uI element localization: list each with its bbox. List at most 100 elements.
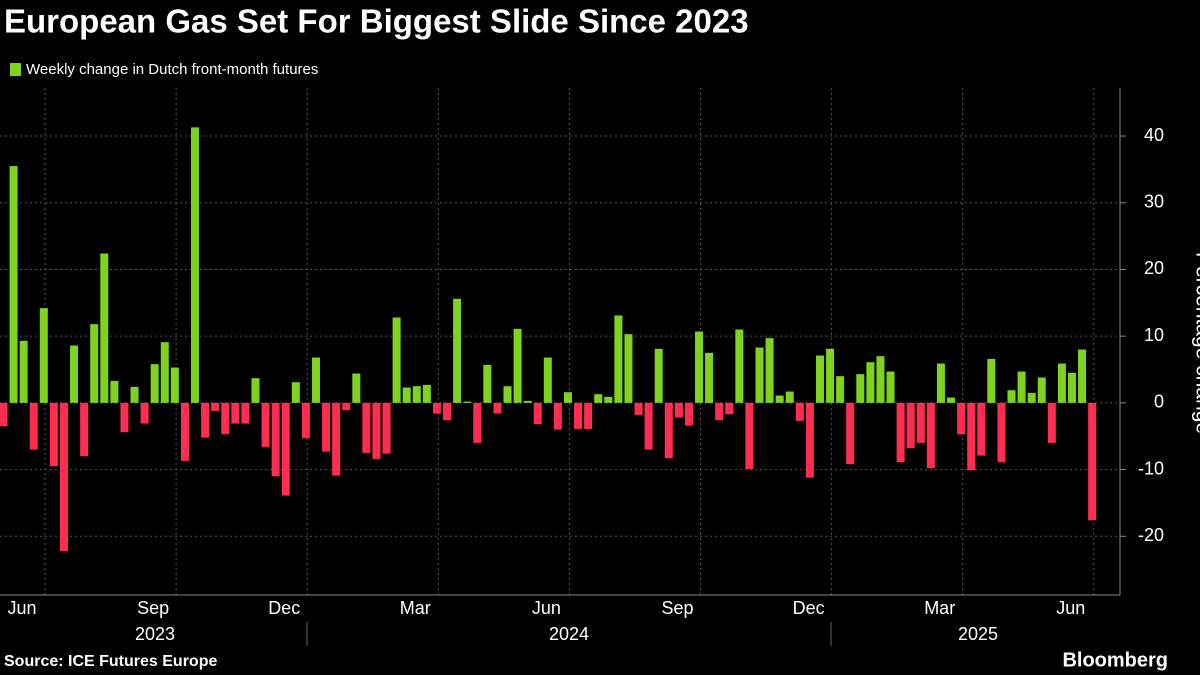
bar	[977, 402, 986, 456]
bar	[755, 347, 764, 403]
bar	[785, 391, 794, 403]
y-tick-label: -20	[1138, 525, 1164, 545]
bar	[39, 308, 48, 403]
legend-swatch	[10, 63, 21, 76]
bar	[644, 402, 653, 450]
bar	[372, 402, 381, 459]
bar	[1067, 372, 1076, 403]
x-tick-label: Sep	[661, 598, 693, 618]
bar	[846, 402, 855, 465]
bar	[170, 367, 179, 403]
bar	[1088, 402, 1097, 521]
bar	[735, 329, 744, 403]
bar	[432, 402, 441, 414]
bar	[29, 402, 38, 450]
bar	[180, 402, 189, 461]
bar	[987, 358, 996, 403]
bar	[826, 348, 835, 403]
bar	[896, 402, 905, 463]
bar	[493, 402, 502, 414]
bar	[906, 402, 915, 449]
bar	[624, 334, 633, 403]
bar	[261, 402, 270, 447]
bar	[443, 402, 452, 421]
bar	[49, 402, 58, 467]
bar	[251, 378, 260, 403]
bar	[59, 402, 68, 551]
bar	[483, 364, 492, 403]
bar	[90, 324, 99, 403]
bar	[453, 298, 462, 403]
bar	[815, 355, 824, 403]
bar	[231, 402, 240, 424]
bar	[362, 402, 371, 453]
x-tick-label: Sep	[137, 598, 169, 618]
bar	[664, 402, 673, 459]
x-tick-label: Jun	[532, 598, 561, 618]
bar	[594, 394, 603, 403]
bar	[745, 402, 754, 469]
bar	[1017, 371, 1026, 403]
bar	[866, 362, 875, 403]
bar	[936, 363, 945, 403]
bar	[9, 166, 18, 403]
bar	[160, 342, 169, 403]
x-tick-label: Dec	[793, 598, 825, 618]
bar	[291, 382, 300, 403]
bar	[19, 340, 28, 403]
bar	[856, 374, 865, 403]
x-year-label: 2023	[135, 624, 175, 644]
bar	[221, 402, 230, 435]
bar	[886, 371, 895, 403]
bar	[574, 402, 583, 429]
bar	[523, 400, 532, 403]
bar	[70, 345, 79, 403]
bar	[543, 357, 552, 403]
y-tick-label: 10	[1144, 325, 1164, 345]
legend-label: Weekly change in Dutch front-month futur…	[26, 61, 318, 78]
bar	[553, 402, 562, 430]
x-tick-label: Jun	[7, 598, 36, 618]
bar	[715, 402, 724, 421]
bar	[402, 387, 411, 403]
bar	[957, 402, 966, 435]
bar	[110, 380, 119, 403]
bar	[584, 402, 593, 429]
x-year-label: 2025	[958, 624, 998, 644]
bar	[150, 364, 159, 403]
y-tick-label: 40	[1144, 125, 1164, 145]
bar	[1078, 349, 1087, 403]
bar	[463, 401, 472, 403]
bar	[795, 402, 804, 421]
x-tick-label: Jun	[1056, 598, 1085, 618]
bar	[80, 402, 89, 457]
bar	[241, 402, 250, 424]
bar	[382, 402, 391, 454]
bar	[281, 402, 290, 496]
bar	[422, 384, 431, 403]
bar	[211, 402, 220, 411]
bar	[563, 392, 572, 403]
bar	[322, 402, 331, 452]
bar	[725, 402, 734, 415]
bar	[684, 402, 693, 426]
bar	[503, 386, 512, 403]
bar	[695, 331, 704, 403]
x-tick-label: Dec	[268, 598, 300, 618]
bar	[805, 402, 814, 478]
bar	[614, 315, 623, 403]
bar	[301, 402, 310, 439]
brand: Bloomberg	[1062, 649, 1168, 671]
bar	[473, 402, 482, 443]
bar	[130, 386, 139, 403]
bar	[947, 397, 956, 403]
x-tick-label: Mar	[400, 598, 431, 618]
bar	[916, 402, 925, 443]
bar	[674, 402, 683, 418]
bar	[765, 338, 774, 403]
bar	[967, 402, 976, 471]
bar	[1057, 363, 1066, 403]
bar	[332, 402, 341, 476]
bar	[191, 127, 200, 403]
bar	[513, 328, 522, 403]
